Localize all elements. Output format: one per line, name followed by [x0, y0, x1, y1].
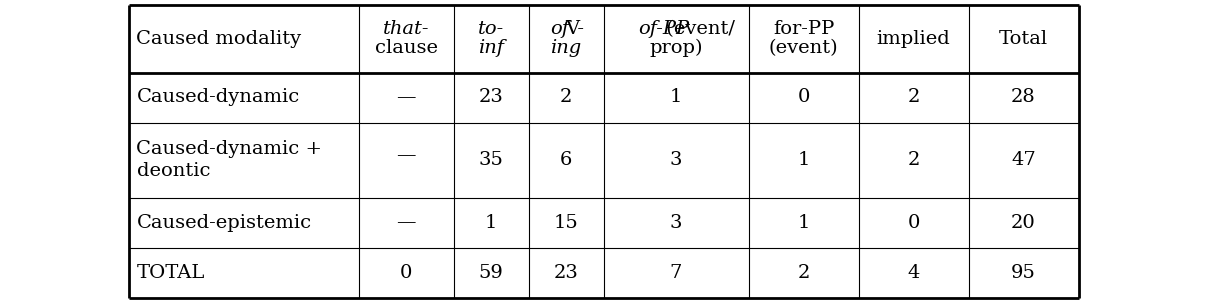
Text: Caused-dynamic: Caused-dynamic — [136, 88, 299, 107]
Text: 35: 35 — [478, 151, 503, 169]
Text: 7: 7 — [670, 264, 682, 281]
Text: to-: to- — [478, 20, 505, 38]
Text: 1: 1 — [670, 88, 682, 107]
Text: 2: 2 — [798, 264, 810, 281]
Text: Total: Total — [999, 30, 1048, 47]
Text: inf: inf — [478, 39, 505, 57]
Text: ing: ing — [550, 39, 582, 57]
Text: 0: 0 — [798, 88, 810, 107]
Text: 23: 23 — [478, 88, 503, 107]
Text: 23: 23 — [554, 264, 578, 281]
Text: 4: 4 — [908, 264, 920, 281]
Text: 47: 47 — [1011, 151, 1036, 169]
Text: Caused-epistemic: Caused-epistemic — [136, 214, 311, 232]
Text: implied: implied — [876, 30, 950, 47]
Text: for-PP: for-PP — [772, 20, 834, 38]
Text: 2: 2 — [908, 151, 920, 169]
Text: V-: V- — [566, 20, 584, 38]
Text: TOTAL: TOTAL — [136, 264, 205, 281]
Text: 6: 6 — [560, 151, 572, 169]
Text: 59: 59 — [478, 264, 503, 281]
Text: 95: 95 — [1011, 264, 1036, 281]
Text: 1: 1 — [485, 214, 497, 232]
Text: clause: clause — [374, 39, 437, 57]
Text: 3: 3 — [670, 151, 682, 169]
Text: 28: 28 — [1011, 88, 1036, 107]
Text: (event/: (event/ — [660, 20, 735, 38]
Text: (event): (event) — [769, 39, 839, 57]
Text: of: of — [550, 20, 570, 38]
Text: deontic: deontic — [136, 162, 210, 179]
Text: 20: 20 — [1011, 214, 1036, 232]
Text: Caused-dynamic +: Caused-dynamic + — [136, 140, 322, 159]
Text: —: — — [396, 88, 415, 107]
Text: 1: 1 — [798, 214, 810, 232]
Text: 0: 0 — [908, 214, 920, 232]
Text: 15: 15 — [554, 214, 578, 232]
Text: —: — — [396, 214, 415, 232]
Text: of-PP: of-PP — [639, 20, 689, 38]
Text: that-: that- — [383, 20, 430, 38]
Text: 2: 2 — [560, 88, 572, 107]
Text: 0: 0 — [400, 264, 412, 281]
Text: 2: 2 — [908, 88, 920, 107]
Text: Caused modality: Caused modality — [136, 30, 302, 47]
Text: —: — — [396, 146, 415, 164]
Text: prop): prop) — [649, 39, 702, 57]
Text: 3: 3 — [670, 214, 682, 232]
Text: 1: 1 — [798, 151, 810, 169]
